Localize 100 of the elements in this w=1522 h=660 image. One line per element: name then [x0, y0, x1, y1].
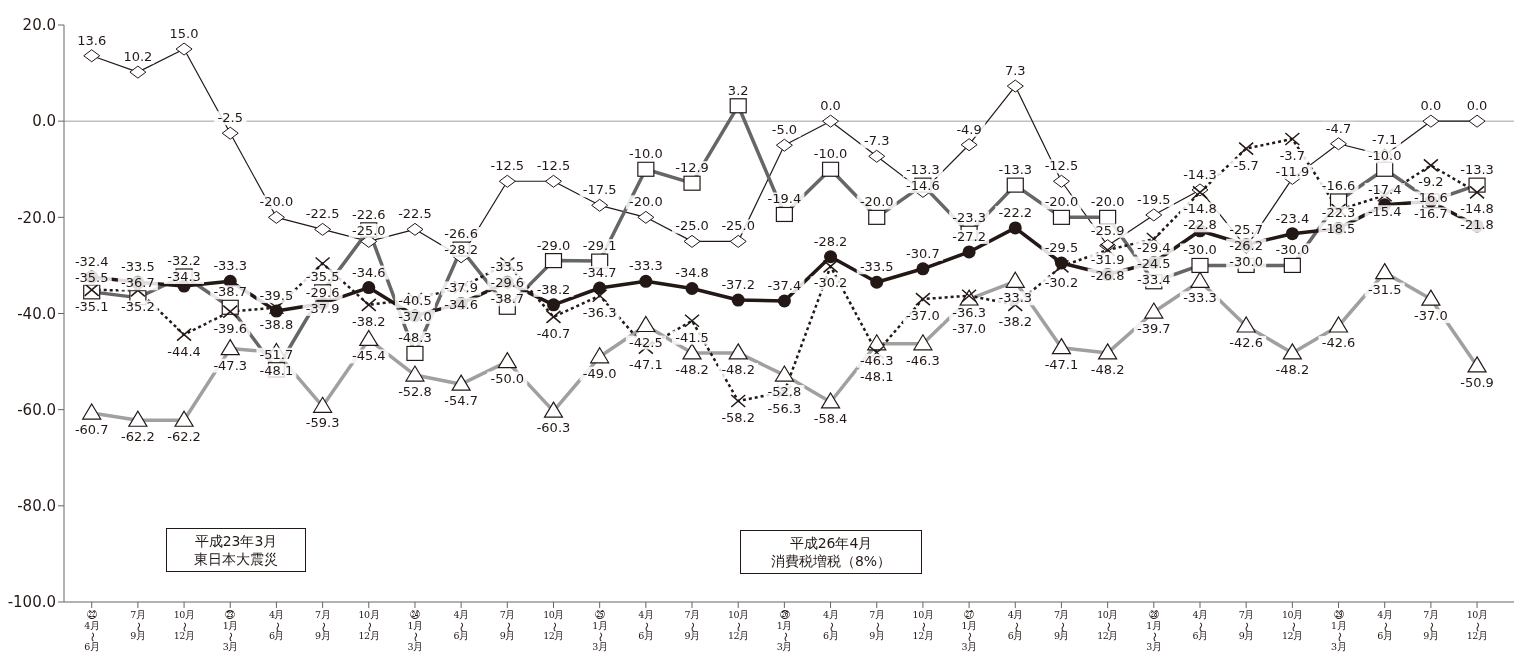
data-label: -17.5: [582, 182, 617, 198]
data-label: -60.7: [74, 422, 109, 438]
data-label: -45.4: [351, 348, 386, 364]
x-tick-label: 7月〜9月: [1422, 609, 1440, 642]
data-label: -39.6: [213, 320, 248, 336]
x-tick-label: 7月〜9月: [314, 609, 332, 642]
data-label: -40.5: [398, 292, 432, 308]
data-label: -31.5: [1367, 281, 1402, 297]
data-label: -50.9: [1460, 374, 1494, 390]
x-tick-label: 7月〜9月: [1052, 609, 1070, 642]
data-label: -48.2: [1275, 361, 1310, 377]
data-label: -14.8: [1183, 201, 1217, 217]
data-label: -44.4: [167, 343, 201, 359]
data-label: -29.6: [490, 275, 525, 291]
y-tick-label: 0.0: [32, 112, 56, 131]
data-label: -33.3: [213, 258, 248, 274]
data-label: -16.6: [1414, 190, 1448, 206]
data-label: -12.5: [1044, 158, 1079, 174]
data-label: -34.6: [351, 264, 386, 280]
x-tick-label: ㉗1月〜3月: [960, 609, 978, 652]
data-label: -20.0: [259, 194, 294, 210]
data-label: -20.0: [1090, 194, 1125, 210]
data-label: -25.0: [675, 218, 709, 234]
data-label: -4.9: [956, 121, 982, 137]
data-label: -29.4: [1136, 239, 1171, 255]
x-tick-label: 7月〜9月: [868, 609, 886, 642]
x-tick-label: ㉙1月〜3月: [1330, 609, 1348, 652]
data-label: -49.0: [582, 365, 617, 381]
x-tick-label: 4月〜6月: [1006, 609, 1024, 642]
data-label: 3.2: [727, 82, 749, 98]
data-label: -37.4: [767, 278, 802, 293]
data-label: -38.2: [351, 313, 386, 329]
data-label: -62.2: [121, 429, 155, 445]
data-label: -22.8: [1183, 217, 1217, 233]
data-label: -38.2: [998, 313, 1033, 329]
data-label: -7.3: [864, 133, 890, 149]
data-label: -33.3: [629, 258, 663, 274]
x-tick-label: 10月〜12月: [542, 609, 565, 642]
data-label: -34.6: [444, 296, 478, 312]
x-tick-label: 4月〜6月: [822, 609, 840, 642]
data-label: -39.5: [259, 288, 294, 304]
data-label: -33.5: [859, 259, 894, 275]
data-label: -38.7: [213, 284, 248, 300]
x-tick-label: 10月〜12月: [1096, 609, 1119, 642]
data-label: -13.3: [1460, 162, 1494, 178]
data-label: -58.2: [721, 410, 756, 426]
data-label: -3.7: [1279, 147, 1306, 163]
x-tick-label: 4月〜6月: [452, 609, 470, 642]
text-box: 平成26年4月 消費税増税（8%）: [740, 530, 922, 574]
x-tick-label: ㉔1月〜3月: [406, 609, 424, 652]
y-tick-label: 20.0: [22, 16, 56, 35]
data-label: -22.2: [998, 204, 1033, 220]
data-label: -22.5: [398, 206, 432, 222]
data-label: -58.4: [813, 410, 848, 426]
x-tick-label: 7月〜9月: [498, 609, 516, 642]
data-label: -35.1: [74, 298, 109, 314]
data-label: -26.8: [1090, 267, 1125, 283]
data-label: -37.9: [444, 280, 478, 296]
data-label: -31.9: [1090, 251, 1125, 267]
x-tick-label: ㉘1月〜3月: [1145, 609, 1163, 652]
data-label: 0.0: [820, 98, 841, 114]
data-label: -33.5: [121, 259, 155, 275]
data-label: -33.4: [1136, 271, 1171, 287]
annotation: 東日本大震災: [193, 550, 279, 568]
data-label: -34.8: [675, 265, 709, 281]
data-label: -37.0: [1414, 308, 1448, 324]
data-label: -16.7: [1414, 206, 1448, 222]
data-label: -25.9: [1090, 222, 1125, 238]
x-tick-label: 10月〜12月: [1465, 609, 1489, 642]
data-label: -12.9: [675, 160, 709, 176]
data-label: -42.6: [1229, 335, 1263, 350]
data-label: -32.4: [74, 253, 109, 269]
annotation: 平成23年3月: [193, 532, 279, 550]
data-label: -47.1: [1044, 356, 1079, 372]
data-label: -30.0: [1183, 242, 1217, 258]
x-tick-label: 7月〜9月: [129, 609, 147, 642]
data-label: -23.3: [952, 210, 986, 226]
x-tick-label: ㉕1月〜3月: [591, 609, 609, 652]
data-label: -19.5: [1136, 191, 1171, 207]
data-label: 15.0: [169, 26, 199, 42]
data-label: -47.3: [213, 357, 248, 373]
data-label: -36.3: [582, 304, 617, 320]
annotation: 平成26年4月: [788, 534, 874, 552]
data-label: 13.6: [77, 32, 107, 48]
data-label: -27.2: [952, 228, 986, 244]
data-label: -19.4: [767, 191, 802, 207]
x-tick-label: 4月〜6月: [1191, 609, 1209, 642]
data-label: -24.5: [1136, 255, 1171, 271]
data-label: -12.5: [490, 158, 525, 174]
data-label: -46.3: [859, 352, 894, 368]
y-tick-label: -80.0: [17, 497, 56, 516]
x-tick-label: 4月〜6月: [1376, 609, 1394, 642]
data-label: -20.0: [1044, 194, 1079, 210]
data-label: -2.5: [217, 110, 243, 126]
y-tick-label: -20.0: [17, 208, 56, 227]
data-label: -40.7: [536, 325, 571, 341]
data-label: -10.0: [813, 146, 848, 162]
data-label: -13.3: [906, 162, 940, 178]
data-label: -28.2: [813, 233, 848, 249]
data-label: -7.1: [1372, 132, 1398, 148]
